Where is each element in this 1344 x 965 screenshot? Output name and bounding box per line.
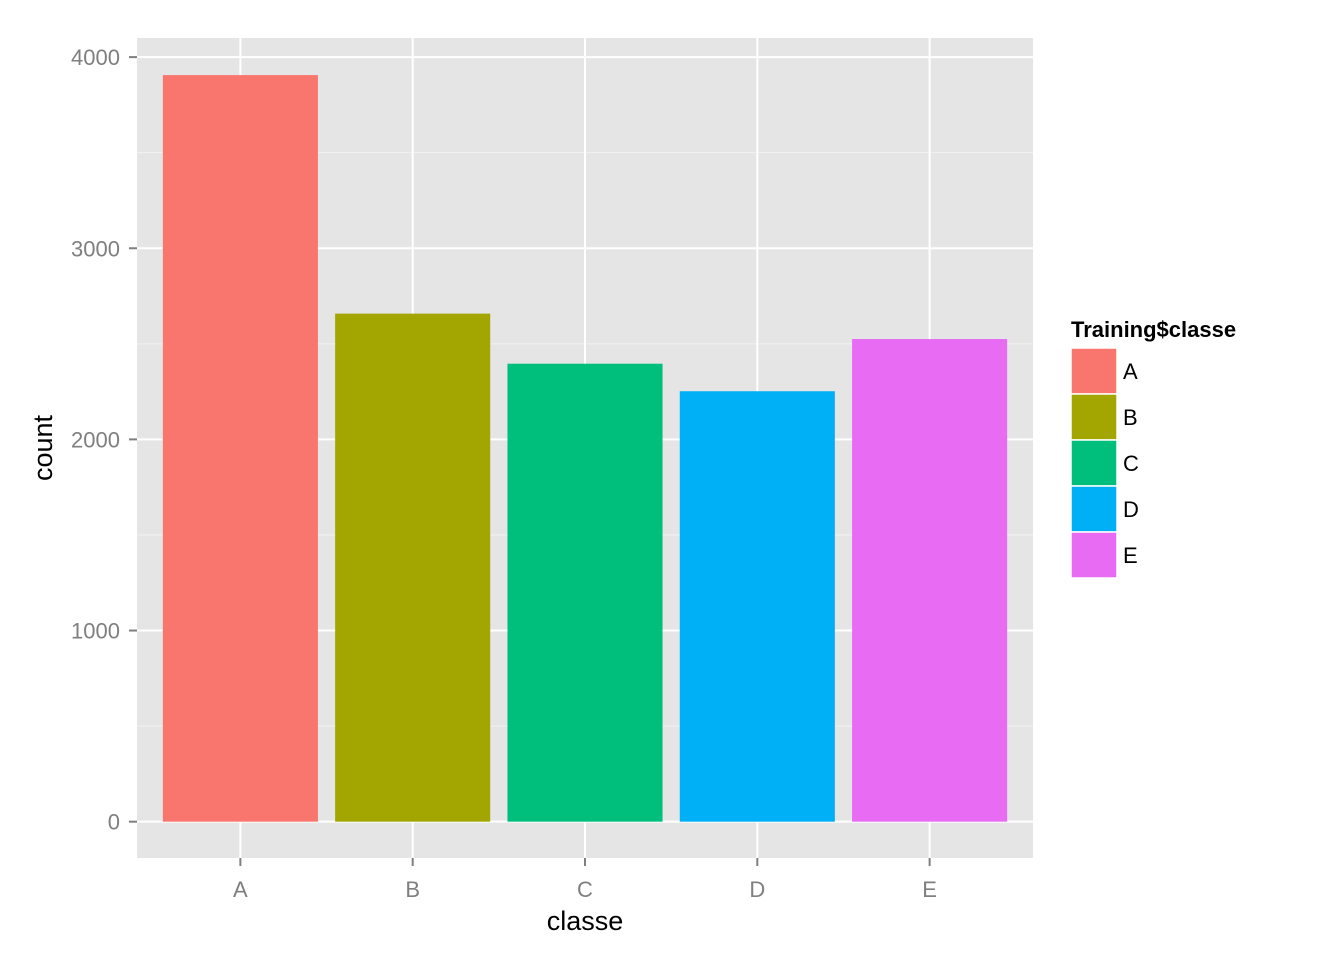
legend-key-e bbox=[1070, 531, 1118, 579]
legend-label: E bbox=[1123, 543, 1138, 568]
legend-key-c bbox=[1070, 439, 1118, 487]
legend-label: B bbox=[1123, 405, 1138, 430]
legend-key-d bbox=[1070, 485, 1118, 533]
bars-group bbox=[162, 75, 1008, 822]
y-tick-label: 2000 bbox=[71, 427, 120, 452]
bar-e bbox=[852, 339, 1008, 822]
y-tick-label: 0 bbox=[108, 810, 120, 835]
bar-c bbox=[507, 363, 663, 822]
x-tick-label: A bbox=[233, 877, 248, 902]
bar-a bbox=[162, 75, 318, 822]
y-tick-label: 4000 bbox=[71, 45, 120, 70]
legend-label: C bbox=[1123, 451, 1139, 476]
legend-title: Training$classe bbox=[1071, 317, 1236, 342]
y-tick-label: 3000 bbox=[71, 236, 120, 261]
y-tick-label: 1000 bbox=[71, 619, 120, 644]
legend-key-a bbox=[1070, 347, 1118, 395]
bar-d bbox=[679, 391, 835, 822]
y-axis: 0 1000 2000 3000 4000 bbox=[71, 45, 137, 835]
y-axis-title: count bbox=[28, 414, 58, 481]
x-axis-title: classe bbox=[547, 906, 624, 936]
x-tick-label: E bbox=[922, 877, 937, 902]
bar-b bbox=[335, 313, 491, 822]
x-tick-label: D bbox=[749, 877, 765, 902]
x-tick-label: C bbox=[577, 877, 593, 902]
x-tick-label: B bbox=[405, 877, 420, 902]
legend-key-b bbox=[1070, 393, 1118, 441]
legend-label: A bbox=[1123, 359, 1138, 384]
x-axis: A B C D E bbox=[233, 858, 937, 902]
legend-label: D bbox=[1123, 497, 1139, 522]
